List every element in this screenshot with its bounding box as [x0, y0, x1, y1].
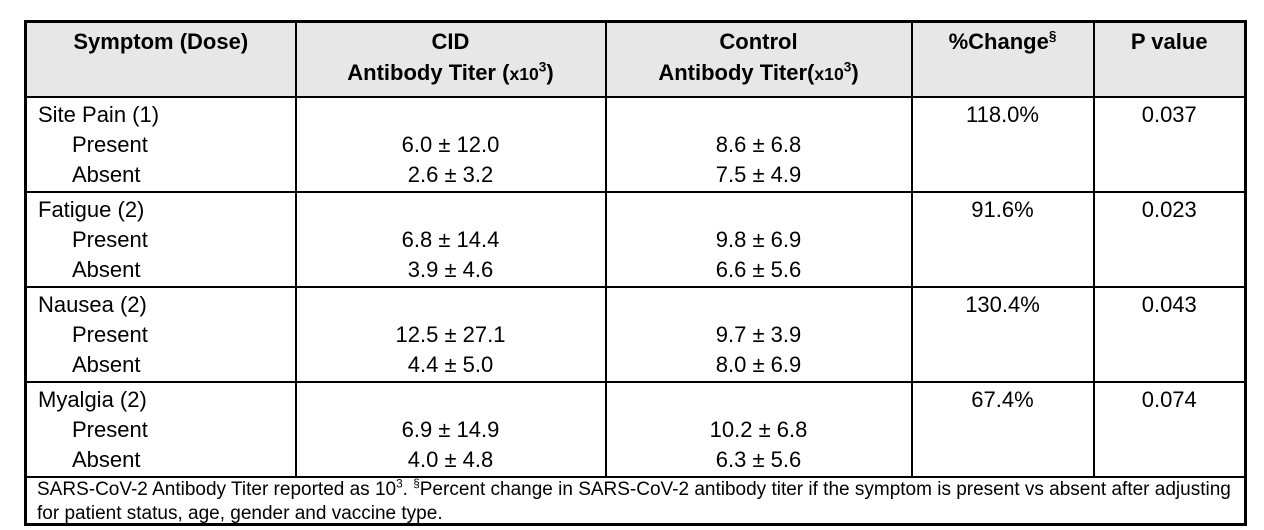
symptom-cell: Site Pain (1) Present Absent: [24, 96, 297, 193]
present-label: Present: [72, 322, 148, 347]
header-p-value: P value: [1092, 20, 1247, 98]
p-value-cell: 0.037: [1092, 96, 1247, 193]
p-value: 0.074: [1141, 387, 1197, 412]
present-label: Present: [72, 227, 148, 252]
absent-label: Absent: [72, 447, 141, 472]
cid-present-value: 12.5 ± 27.1: [395, 322, 506, 347]
pct-change-value: 91.6%: [971, 197, 1034, 222]
cid-titer-cell: 6.9 ± 14.9 4.0 ± 4.8: [294, 381, 607, 478]
absent-label: Absent: [72, 162, 141, 187]
absent-label: Absent: [72, 257, 141, 282]
control-present-value: 9.8 ± 6.9: [715, 227, 802, 252]
control-titer-cell: 9.8 ± 6.9 6.6 ± 5.6: [604, 191, 913, 288]
present-label: Present: [72, 132, 148, 157]
cid-titer-cell: 6.8 ± 14.4 3.9 ± 4.6: [294, 191, 607, 288]
table-row-myalgia: Myalgia (2) Present Absent 6.9 ± 14.9 4.…: [24, 381, 1247, 478]
symptom-label: Fatigue (2): [38, 197, 145, 222]
header-p-value-label: P value: [1130, 29, 1208, 54]
section-mark: §: [413, 477, 420, 491]
symptom-cell: Nausea (2) Present Absent: [24, 286, 297, 383]
table-row-site-pain: Site Pain (1) Present Absent 6.0 ± 12.0 …: [24, 96, 1247, 193]
footnote-row: SARS-CoV-2 Antibody Titer reported as 10…: [24, 476, 1247, 526]
control-titer-cell: 9.7 ± 3.9 8.0 ± 6.9: [604, 286, 913, 383]
symptom-label: Nausea (2): [38, 292, 147, 317]
pct-change-cell: 91.6%: [910, 191, 1095, 288]
table-footnote: SARS-CoV-2 Antibody Titer reported as 10…: [24, 476, 1247, 526]
symptom-label: Myalgia (2): [38, 387, 147, 412]
present-label: Present: [72, 417, 148, 442]
pct-change-cell: 67.4%: [910, 381, 1095, 478]
p-value-cell: 0.074: [1092, 381, 1247, 478]
symptom-label: Site Pain (1): [38, 102, 160, 127]
cid-absent-value: 2.6 ± 3.2: [407, 162, 494, 187]
symptom-cell: Myalgia (2) Present Absent: [24, 381, 297, 478]
pct-change-cell: 130.4%: [910, 286, 1095, 383]
p-value: 0.043: [1141, 292, 1197, 317]
antibody-titer-table: Symptom (Dose) CID Antibody Titer (x103)…: [24, 20, 1247, 526]
header-control-line1: Control: [719, 29, 798, 54]
pct-change-value: 67.4%: [971, 387, 1034, 412]
absent-label: Absent: [72, 352, 141, 377]
pct-change-value: 118.0%: [966, 102, 1039, 127]
cid-titer-cell: 6.0 ± 12.0 2.6 ± 3.2: [294, 96, 607, 193]
table-row-nausea: Nausea (2) Present Absent 12.5 ± 27.1 4.…: [24, 286, 1247, 383]
cid-absent-value: 3.9 ± 4.6: [407, 257, 494, 282]
control-titer-cell: 8.6 ± 6.8 7.5 ± 4.9: [604, 96, 913, 193]
pct-change-value: 130.4%: [965, 292, 1040, 317]
p-value: 0.037: [1141, 102, 1197, 127]
p-value: 0.023: [1141, 197, 1197, 222]
pct-change-cell: 118.0%: [910, 96, 1095, 193]
header-symptom-label: Symptom (Dose): [73, 29, 249, 54]
table-header-row: Symptom (Dose) CID Antibody Titer (x103)…: [24, 20, 1247, 98]
cid-absent-value: 4.0 ± 4.8: [407, 447, 494, 472]
control-absent-value: 6.3 ± 5.6: [715, 447, 802, 472]
table-row-fatigue: Fatigue (2) Present Absent 6.8 ± 14.4 3.…: [24, 191, 1247, 288]
p-value-cell: 0.023: [1092, 191, 1247, 288]
p-value-cell: 0.043: [1092, 286, 1247, 383]
header-cid-titer: CID Antibody Titer (x103): [294, 20, 607, 98]
control-present-value: 10.2 ± 6.8: [709, 417, 808, 442]
cid-titer-cell: 12.5 ± 27.1 4.4 ± 5.0: [294, 286, 607, 383]
control-absent-value: 8.0 ± 6.9: [715, 352, 802, 377]
footnote-text: SARS-CoV-2 Antibody Titer reported as 10…: [37, 477, 1231, 524]
header-pct-change: %Change§: [910, 20, 1095, 98]
control-present-value: 8.6 ± 6.8: [715, 132, 802, 157]
header-cid-line2: Antibody Titer (x103): [347, 59, 554, 85]
section-mark: §: [1048, 28, 1057, 44]
header-cid-line1: CID: [431, 29, 470, 54]
cid-absent-value: 4.4 ± 5.0: [407, 352, 494, 377]
control-absent-value: 7.5 ± 4.9: [715, 162, 802, 187]
header-control-titer: Control Antibody Titer(x103): [604, 20, 913, 98]
control-absent-value: 6.6 ± 5.6: [715, 257, 802, 282]
control-titer-cell: 10.2 ± 6.8 6.3 ± 5.6: [604, 381, 913, 478]
header-pct-change-label: %Change: [948, 29, 1049, 54]
cid-present-value: 6.9 ± 14.9: [401, 417, 500, 442]
header-symptom-dose: Symptom (Dose): [24, 20, 297, 98]
control-present-value: 9.7 ± 3.9: [715, 322, 802, 347]
header-control-line2: Antibody Titer(x103): [658, 59, 859, 85]
cid-present-value: 6.8 ± 14.4: [401, 227, 500, 252]
cid-present-value: 6.0 ± 12.0: [401, 132, 500, 157]
symptom-cell: Fatigue (2) Present Absent: [24, 191, 297, 288]
